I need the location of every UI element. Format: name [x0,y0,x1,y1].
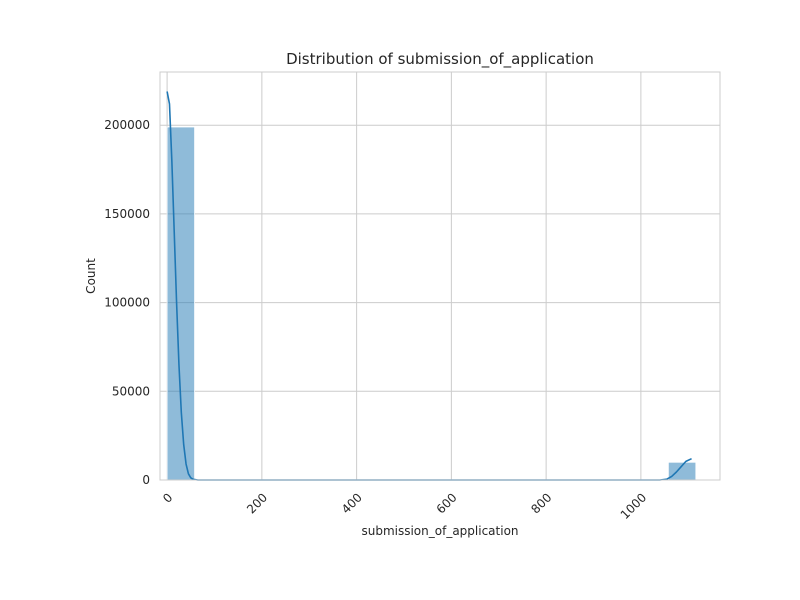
histogram-bar [166,126,195,481]
x-axis-label: submission_of_application [361,524,518,538]
y-axis-label: Count [84,258,98,294]
histogram-bars [166,126,697,481]
y-tick-label: 150000 [104,207,150,221]
y-tick-label: 200000 [104,118,150,132]
y-tick-label: 50000 [112,384,150,398]
plot-frame [159,71,721,481]
y-tick-label: 100000 [104,296,150,310]
y-tick-label: 0 [142,473,150,487]
y-tick-labels: 0 50000 100000 150000 200000 [104,118,150,487]
kde-curve [166,91,692,481]
grid [160,72,720,481]
chart-title: Distribution of submission_of_applicatio… [286,50,594,69]
kde-line [166,91,692,481]
